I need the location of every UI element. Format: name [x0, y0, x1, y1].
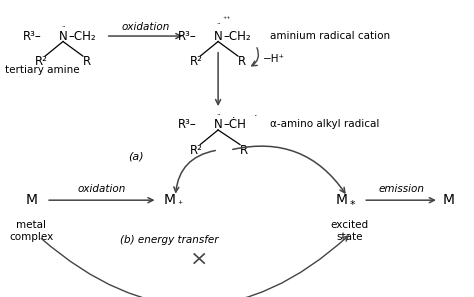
- Text: ⁺⁺: ⁺⁺: [222, 15, 230, 24]
- Text: ··: ··: [61, 24, 65, 30]
- Text: –CH₂: –CH₂: [68, 29, 96, 42]
- Text: oxidation: oxidation: [78, 184, 126, 194]
- Text: R³–: R³–: [177, 118, 196, 131]
- Text: R: R: [240, 143, 248, 157]
- Text: R²: R²: [190, 143, 203, 157]
- Text: aminium radical cation: aminium radical cation: [270, 31, 390, 41]
- Text: N: N: [214, 29, 222, 42]
- Text: M: M: [443, 193, 455, 207]
- Text: −H⁺: −H⁺: [263, 54, 285, 64]
- Text: (b) energy transfer: (b) energy transfer: [120, 235, 219, 245]
- Text: –ĊH: –ĊH: [223, 118, 246, 131]
- Text: ··: ··: [216, 112, 220, 119]
- Text: *: *: [349, 200, 355, 210]
- Text: –CH₂: –CH₂: [223, 29, 251, 42]
- Text: ⁺: ⁺: [177, 200, 182, 210]
- Text: R³–: R³–: [177, 29, 196, 42]
- Text: M: M: [164, 193, 175, 207]
- Text: M: M: [335, 193, 347, 207]
- Text: tertiary amine: tertiary amine: [5, 65, 80, 75]
- Text: metal
complex: metal complex: [9, 220, 54, 242]
- Text: ·: ·: [254, 111, 258, 121]
- Text: N: N: [59, 29, 67, 42]
- Text: R²: R²: [190, 55, 203, 68]
- Text: M: M: [25, 193, 37, 207]
- Text: oxidation: oxidation: [121, 22, 170, 32]
- Text: emission: emission: [378, 184, 424, 194]
- Text: α-amino alkyl radical: α-amino alkyl radical: [270, 119, 379, 129]
- Text: R: R: [238, 55, 246, 68]
- Text: R²: R²: [35, 55, 47, 68]
- Text: R: R: [83, 55, 91, 68]
- Text: (a): (a): [128, 151, 144, 161]
- Text: ··: ··: [216, 21, 220, 27]
- Text: R³–: R³–: [22, 29, 41, 42]
- Text: excited
state: excited state: [330, 220, 368, 242]
- Text: N: N: [214, 118, 222, 131]
